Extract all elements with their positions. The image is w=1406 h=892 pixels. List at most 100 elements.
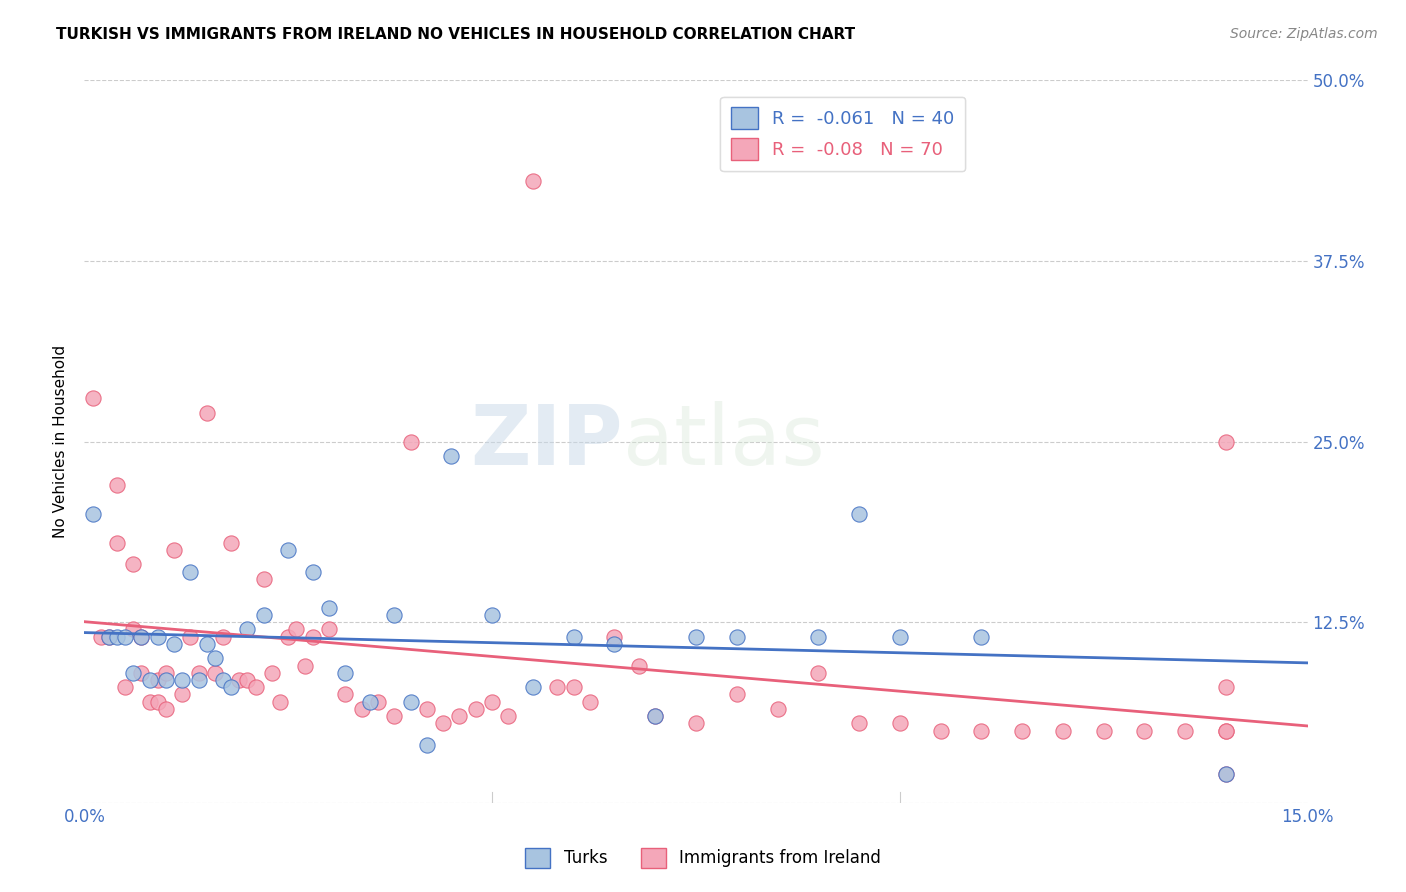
Point [277, 542, 299, 557]
Text: atlas: atlas [623, 401, 824, 482]
Point [294, 658, 316, 673]
Point [105, 478, 128, 492]
Point [1092, 723, 1115, 738]
Point [848, 716, 870, 731]
Point [522, 680, 544, 694]
Point [449, 709, 471, 723]
Point [122, 665, 145, 680]
Point [350, 702, 373, 716]
Point [1215, 723, 1237, 738]
Point [889, 716, 911, 731]
Point [318, 623, 340, 637]
Point [105, 630, 128, 644]
Point [399, 695, 422, 709]
Point [382, 607, 405, 622]
Y-axis label: No Vehicles in Household: No Vehicles in Household [53, 345, 69, 538]
Point [146, 673, 169, 687]
Text: ZIP: ZIP [470, 401, 623, 482]
Point [1011, 723, 1033, 738]
Point [1052, 723, 1074, 738]
Point [318, 600, 340, 615]
Text: TURKISH VS IMMIGRANTS FROM IRELAND NO VEHICLES IN HOUSEHOLD CORRELATION CHART: TURKISH VS IMMIGRANTS FROM IRELAND NO VE… [56, 27, 855, 42]
Point [481, 695, 503, 709]
Point [277, 630, 299, 644]
Point [187, 665, 209, 680]
Point [236, 623, 259, 637]
Point [97, 630, 120, 644]
Point [725, 687, 748, 701]
Text: Source: ZipAtlas.com: Source: ZipAtlas.com [1230, 27, 1378, 41]
Point [440, 449, 463, 463]
Point [301, 630, 323, 644]
Point [163, 637, 186, 651]
Point [1215, 767, 1237, 781]
Point [285, 623, 308, 637]
Point [970, 723, 993, 738]
Point [301, 565, 323, 579]
Point [163, 542, 186, 557]
Point [432, 716, 454, 731]
Point [335, 665, 357, 680]
Point [245, 680, 267, 694]
Point [359, 695, 381, 709]
Point [155, 665, 177, 680]
Point [546, 680, 568, 694]
Point [236, 673, 259, 687]
Point [766, 702, 789, 716]
Point [155, 673, 177, 687]
Legend: R =  -0.061   N = 40, R =  -0.08   N = 70: R = -0.061 N = 40, R = -0.08 N = 70 [720, 96, 966, 171]
Point [1133, 723, 1156, 738]
Point [269, 695, 291, 709]
Point [90, 630, 112, 644]
Point [644, 709, 666, 723]
Point [253, 607, 276, 622]
Point [807, 665, 830, 680]
Point [195, 637, 218, 651]
Point [187, 673, 209, 687]
Point [138, 673, 160, 687]
Point [807, 630, 830, 644]
Point [644, 709, 666, 723]
Point [146, 630, 169, 644]
Point [603, 630, 626, 644]
Point [195, 406, 218, 420]
Point [172, 673, 194, 687]
Point [105, 535, 128, 549]
Point [179, 630, 201, 644]
Point [481, 607, 503, 622]
Point [929, 723, 952, 738]
Point [335, 687, 357, 701]
Point [1215, 723, 1237, 738]
Point [219, 535, 242, 549]
Legend: Turks, Immigrants from Ireland: Turks, Immigrants from Ireland [519, 841, 887, 875]
Point [114, 680, 136, 694]
Point [122, 623, 145, 637]
Point [172, 687, 194, 701]
Point [399, 434, 422, 449]
Point [97, 630, 120, 644]
Point [562, 630, 585, 644]
Point [204, 665, 226, 680]
Point [82, 507, 104, 521]
Point [579, 695, 602, 709]
Point [228, 673, 250, 687]
Point [212, 630, 235, 644]
Point [82, 391, 104, 405]
Point [848, 507, 870, 521]
Point [253, 572, 276, 586]
Point [416, 702, 439, 716]
Point [685, 716, 707, 731]
Point [464, 702, 486, 716]
Point [204, 651, 226, 665]
Point [219, 680, 242, 694]
Point [155, 702, 177, 716]
Point [889, 630, 911, 644]
Point [498, 709, 520, 723]
Point [367, 695, 389, 709]
Point [114, 630, 136, 644]
Point [416, 738, 439, 752]
Point [685, 630, 707, 644]
Point [179, 565, 201, 579]
Point [603, 637, 626, 651]
Point [1215, 434, 1237, 449]
